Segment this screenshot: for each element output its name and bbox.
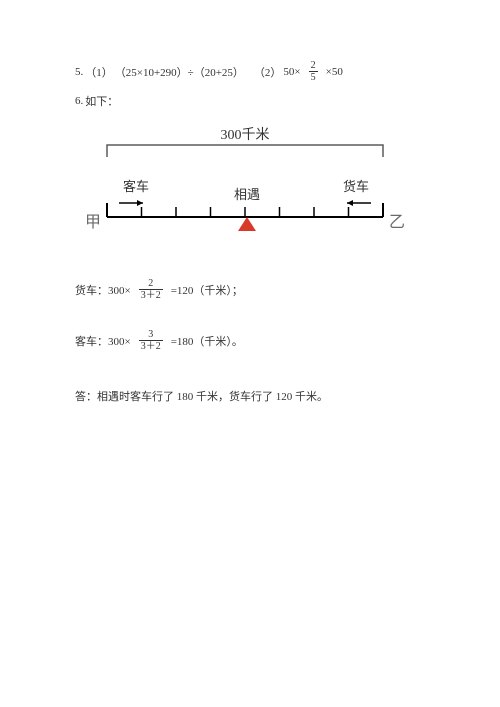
svg-text:客车: 客车 [123,179,149,194]
solution-truck-suffix: =120（千米）； [171,282,243,298]
solution-truck: 货车：300× 2 3＋2 =120（千米）； [75,278,445,301]
page: 5. （1） （25×10+290）÷（20+25） （2） 50× 2 5 ×… [0,0,500,707]
svg-text:甲: 甲 [85,214,101,231]
solution-bus-suffix: =180（千米）。 [171,333,243,349]
problem-5-part2-suffix: ×50 [326,66,343,78]
svg-text:乙: 乙 [389,214,405,231]
svg-text:300千米: 300千米 [221,127,270,143]
problem-5-part1-expr: （25×10+290）÷（20+25） [115,64,244,80]
solution-bus: 客车：300× 3 3＋2 =180（千米）。 [75,329,445,352]
fraction-denominator: 3＋2 [139,289,163,301]
problem-6-line: 6. 如下： [75,93,445,109]
solution-truck-fraction: 2 3＋2 [139,278,163,301]
problem-5-part1-label: （1） [85,64,113,80]
problem-5-label: 5. [75,66,83,78]
problem-5-part2-prefix: 50× [283,66,300,78]
fraction-numerator: 3 [146,329,155,340]
fraction-numerator: 2 [146,278,155,289]
solution-bus-prefix: 客车：300× [75,333,131,349]
problem-5-line: 5. （1） （25×10+290）÷（20+25） （2） 50× 2 5 ×… [75,60,445,83]
answer-text: 答：相遇时客车行了 180 千米，货车行了 120 千米。 [75,388,328,404]
solution-bus-fraction: 3 3＋2 [139,329,163,352]
problem-5-part2-label: （2） [254,64,282,80]
svg-text:货车: 货车 [343,179,369,194]
solution-truck-prefix: 货车：300× [75,282,131,298]
fraction-denominator: 5 [309,71,318,83]
problem-6-label: 6. [75,95,83,107]
distance-diagram: 300千米客车 货车相遇甲 乙 [75,125,405,245]
problem-5-part2-fraction: 2 5 [309,60,318,83]
fraction-numerator: 2 [309,60,318,71]
problem-6-intro: 如下： [85,93,118,109]
svg-text:相遇: 相遇 [234,187,260,202]
fraction-denominator: 3＋2 [139,340,163,352]
answer-line: 答：相遇时客车行了 180 千米，货车行了 120 千米。 [75,388,445,404]
figure: 300千米客车 货车相遇甲 乙 [75,125,445,248]
